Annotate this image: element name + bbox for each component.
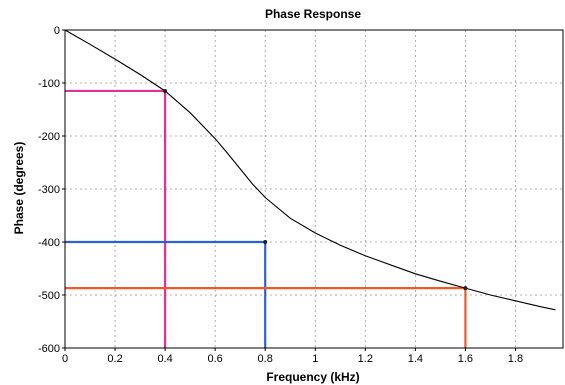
x-tick-label: 0.4 [157,353,172,365]
x-tick-label: 1.4 [408,353,423,365]
phase-curve [64,29,556,311]
marker-point [263,240,268,244]
y-tick-label: -400 [38,237,60,249]
y-tick-label: -200 [38,131,60,143]
y-tick-labels: 0 -100 -200 -300 -400 -500 -600 [38,25,65,355]
x-tick-label: 0 [62,353,68,365]
y-axis-label: Phase (degrees) [12,142,26,235]
x-tick-label: 0.2 [107,353,122,365]
x-tick-label: 0.6 [208,353,223,365]
y-tick-label: -100 [38,78,60,90]
x-tick-label: 0.8 [258,353,273,365]
marker-point [163,88,168,93]
x-tick-label: 1.2 [358,353,373,365]
marker-point [463,286,468,291]
x-tick-label: 1.8 [508,353,523,365]
x-tick-label: 1 [312,353,318,365]
x-tick-label: 1.6 [458,353,473,365]
chart-title: Phase Response [265,7,361,21]
x-axis-label: Frequency (kHz) [266,370,359,384]
y-tick-label: 0 [54,25,60,37]
series-layer [64,29,556,311]
marker-lines [65,89,467,348]
y-tick-label: -300 [38,184,60,196]
x-tick-labels: 0 0.2 0.4 0.6 0.8 1 1.2 1.4 1.6 1.8 [62,348,523,365]
y-tick-label: -600 [38,343,60,355]
y-tick-label: -500 [38,290,60,302]
